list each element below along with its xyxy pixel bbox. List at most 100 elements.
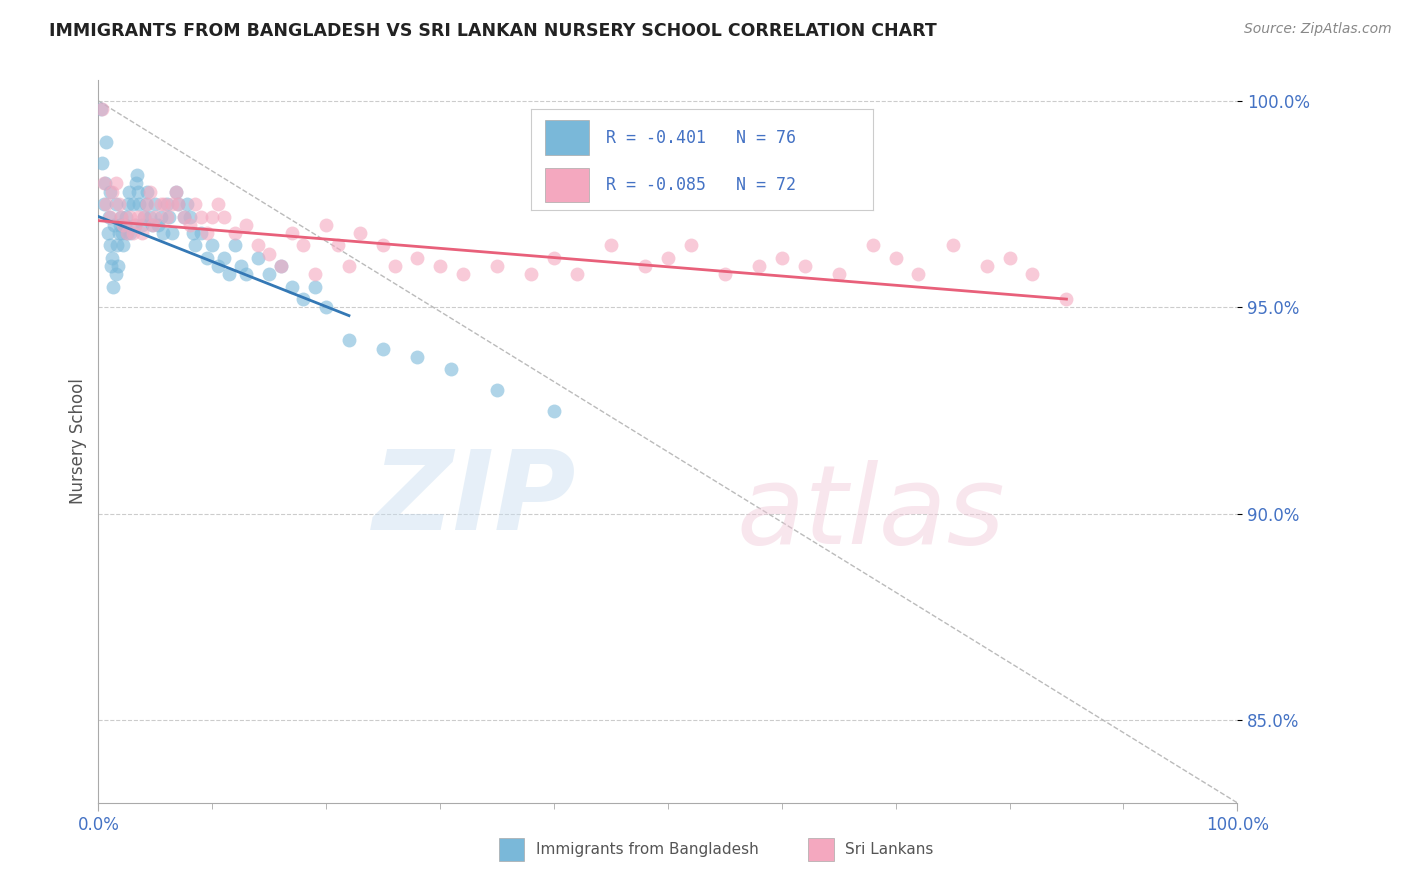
- Point: [207, 259, 229, 273]
- Text: Immigrants from Bangladesh: Immigrants from Bangladesh: [536, 842, 758, 857]
- Point: [976, 259, 998, 273]
- Point: [101, 185, 124, 199]
- Point: [884, 251, 907, 265]
- Point: [141, 218, 163, 232]
- Point: [114, 210, 136, 224]
- Point: [135, 197, 157, 211]
- Point: [543, 403, 565, 417]
- Point: [201, 238, 224, 252]
- Point: [103, 279, 125, 293]
- Point: [315, 218, 337, 232]
- Point: [371, 342, 394, 356]
- Point: [246, 238, 269, 252]
- Point: [259, 246, 281, 260]
- Point: [184, 197, 207, 211]
- Point: [132, 210, 155, 224]
- Point: [98, 185, 121, 199]
- Point: [145, 210, 167, 224]
- Point: [167, 197, 190, 211]
- Point: [93, 177, 115, 191]
- Point: [131, 218, 153, 232]
- Point: [229, 259, 252, 273]
- Point: [156, 197, 179, 211]
- Point: [714, 268, 737, 282]
- Point: [90, 102, 112, 116]
- Point: [235, 218, 257, 232]
- Point: [145, 197, 167, 211]
- Point: [131, 226, 153, 240]
- Point: [156, 210, 179, 224]
- Point: [104, 268, 127, 282]
- Point: [998, 251, 1021, 265]
- Point: [136, 185, 159, 199]
- Point: [110, 210, 132, 224]
- Point: [828, 268, 851, 282]
- Point: [104, 197, 127, 211]
- Point: [112, 218, 135, 232]
- Point: [224, 226, 246, 240]
- Point: [657, 251, 679, 265]
- Point: [108, 218, 131, 232]
- Point: [120, 226, 142, 240]
- Point: [98, 238, 121, 252]
- Point: [167, 197, 190, 211]
- Point: [201, 210, 224, 224]
- Y-axis label: Nursery School: Nursery School: [69, 378, 87, 505]
- Point: [118, 185, 141, 199]
- Point: [152, 226, 174, 240]
- Point: [132, 210, 155, 224]
- Point: [138, 210, 160, 224]
- Point: [101, 251, 124, 265]
- Point: [281, 226, 304, 240]
- Point: [679, 238, 702, 252]
- Point: [124, 218, 146, 232]
- Point: [150, 197, 173, 211]
- Point: [195, 251, 218, 265]
- Point: [600, 238, 623, 252]
- Point: [315, 301, 337, 315]
- Point: [326, 238, 349, 252]
- Point: [114, 218, 136, 232]
- Point: [748, 259, 770, 273]
- Point: [486, 259, 509, 273]
- Point: [98, 210, 121, 224]
- Point: [292, 292, 315, 306]
- Point: [94, 177, 117, 191]
- Point: [173, 210, 195, 224]
- Point: [384, 259, 406, 273]
- Point: [190, 210, 212, 224]
- Point: [110, 210, 132, 224]
- Point: [270, 259, 292, 273]
- Point: [1054, 292, 1078, 306]
- Point: [349, 226, 371, 240]
- Point: [127, 185, 149, 199]
- Point: [184, 238, 207, 252]
- Point: [292, 238, 315, 252]
- Text: ZIP: ZIP: [373, 446, 576, 553]
- Point: [165, 185, 187, 199]
- Point: [634, 259, 657, 273]
- Point: [111, 226, 134, 240]
- Text: atlas: atlas: [737, 460, 1005, 567]
- Point: [246, 251, 269, 265]
- Point: [138, 185, 160, 199]
- Point: [125, 177, 148, 191]
- Point: [195, 226, 218, 240]
- Point: [103, 218, 125, 232]
- Point: [121, 197, 143, 211]
- Point: [218, 268, 240, 282]
- Point: [136, 197, 159, 211]
- Point: [162, 226, 184, 240]
- Text: Sri Lankans: Sri Lankans: [845, 842, 934, 857]
- Point: [371, 238, 394, 252]
- Point: [181, 226, 204, 240]
- Point: [486, 383, 509, 397]
- Point: [93, 197, 115, 211]
- Point: [157, 210, 180, 224]
- Point: [153, 197, 176, 211]
- Point: [108, 226, 131, 240]
- Point: [97, 210, 120, 224]
- Point: [107, 259, 129, 273]
- Point: [128, 197, 150, 211]
- Point: [406, 350, 429, 364]
